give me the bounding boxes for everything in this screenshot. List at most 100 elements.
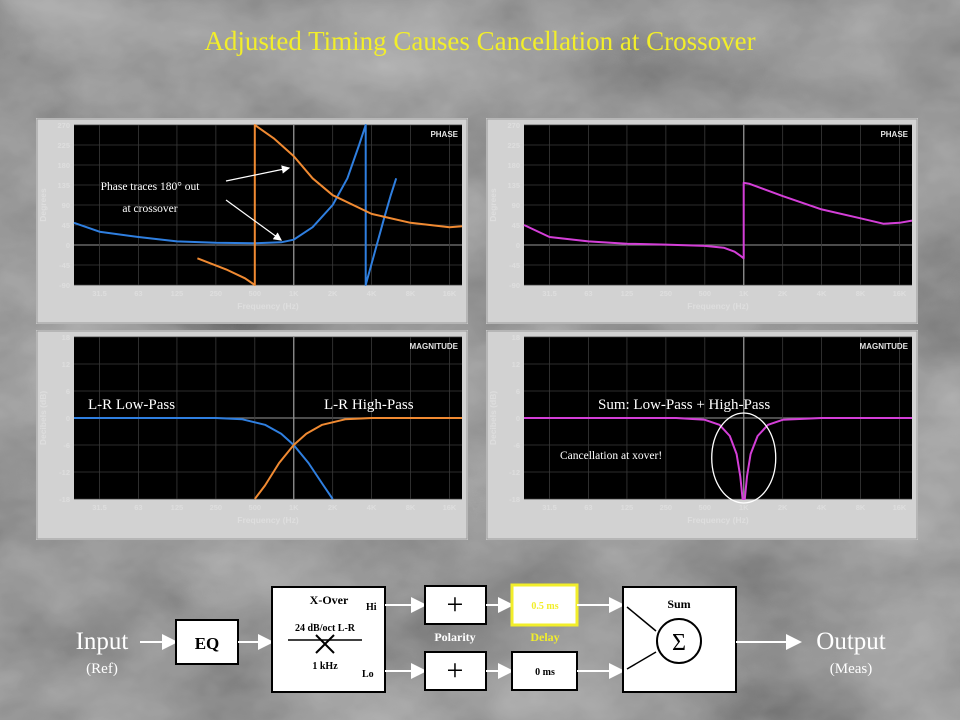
- polarity-lo-block: [424, 651, 487, 691]
- x-tick-label: 63: [134, 289, 142, 298]
- low-pass-label: L-R Low-Pass: [88, 397, 175, 413]
- hi-output-label: Hi: [366, 602, 377, 613]
- slide-title: Adjusted Timing Causes Cancellation at C…: [204, 26, 756, 56]
- annotation-arrow-lower: [225, 199, 282, 241]
- y-tick-label: -45: [59, 261, 70, 270]
- y-tick-label: 90: [62, 201, 70, 210]
- y-tick-label: -6: [513, 441, 520, 450]
- y-axis-label: Decibels (dB): [38, 391, 48, 445]
- series-sum-line: [524, 417, 912, 500]
- x-tick-label: 8K: [856, 289, 866, 298]
- y-tick-label: 0: [516, 414, 520, 423]
- panel-tag: PHASE: [430, 130, 458, 139]
- y-tick-label: -18: [509, 495, 520, 504]
- x-tick-label: 500: [249, 503, 262, 512]
- x-tick-label: 4K: [817, 289, 827, 298]
- x-tick-label: 31.5: [542, 289, 557, 298]
- y-axis-label: Degrees: [488, 188, 498, 222]
- polarity-hi-symbol: +: [447, 588, 464, 621]
- y-tick-label: 90: [512, 201, 520, 210]
- y-axis-label: Decibels (dB): [488, 391, 498, 445]
- x-tick-label: 2K: [328, 503, 338, 512]
- x-tick-label: 2K: [328, 289, 338, 298]
- phase-annotation-line2: at crossover: [122, 203, 177, 215]
- x-tick-label: 250: [660, 503, 673, 512]
- delay-label: Delay: [530, 630, 559, 644]
- x-tick-label: 63: [584, 289, 592, 298]
- x-tick-label: 8K: [406, 289, 416, 298]
- polarity-label: Polarity: [434, 630, 475, 644]
- phase-annotation-line1: Phase traces 180° out: [101, 181, 201, 193]
- x-tick-label: 1K: [739, 503, 749, 512]
- panel-tag: MAGNITUDE: [860, 342, 909, 351]
- sum-label: Sum: Low-Pass + High-Pass: [598, 397, 770, 413]
- x-tick-label: 250: [210, 503, 223, 512]
- crossover-symbol: [288, 634, 362, 654]
- xover-title: X-Over: [310, 593, 349, 607]
- x-axis-label: Frequency (Hz): [237, 515, 299, 525]
- x-tick-label: 500: [249, 289, 262, 298]
- x-axis-label: Frequency (Hz): [687, 301, 749, 311]
- y-tick-label: -90: [59, 281, 70, 290]
- y-tick-label: 135: [57, 181, 70, 190]
- x-tick-label: 31.5: [542, 503, 557, 512]
- input-label: Input: [76, 628, 129, 655]
- x-tick-label: 125: [171, 503, 184, 512]
- y-tick-label: -18: [59, 495, 70, 504]
- y-tick-label: 18: [512, 333, 520, 342]
- delay-lo-value: 0 ms: [535, 667, 555, 678]
- x-tick-label: 16K: [893, 503, 907, 512]
- x-axis-label: Frequency (Hz): [237, 301, 299, 311]
- y-tick-label: -45: [509, 261, 520, 270]
- grid: [524, 124, 912, 286]
- y-tick-label: 18: [62, 333, 70, 342]
- y-tick-label: 12: [62, 360, 70, 369]
- panel-tag: PHASE: [880, 130, 908, 139]
- x-tick-label: 125: [171, 289, 184, 298]
- y-tick-label: 0: [66, 241, 70, 250]
- x-tick-label: 1K: [289, 503, 299, 512]
- input-sub-label: (Ref): [86, 661, 118, 677]
- x-tick-label: 250: [660, 289, 673, 298]
- x-tick-label: 2K: [778, 289, 788, 298]
- x-tick-label: 63: [134, 503, 142, 512]
- magnitude-chart-sum: 18 12 6 0 -6 -12 -18 31.5 63 125 250 500 1K 2K 4K 8K 16K…: [486, 330, 918, 540]
- output-label: Output: [816, 628, 886, 655]
- x-tick-label: 500: [699, 503, 712, 512]
- lo-output-label: Lo: [362, 669, 374, 680]
- x-tick-label: 31.5: [92, 503, 107, 512]
- y-tick-label: -12: [509, 468, 520, 477]
- x-tick-label: 4K: [367, 503, 377, 512]
- x-tick-label: 250: [210, 289, 223, 298]
- y-tick-label: 270: [507, 121, 520, 130]
- signal-flow-diagram: Input (Ref) EQ X-Over 24 dB/oct L-R 1 kH…: [76, 583, 886, 693]
- y-tick-label: 225: [57, 141, 70, 150]
- eq-label: EQ: [195, 634, 220, 653]
- y-axis-label: Degrees: [38, 188, 48, 222]
- y-tick-label: 45: [62, 221, 70, 230]
- y-tick-label: 180: [57, 161, 70, 170]
- x-tick-label: 4K: [367, 289, 377, 298]
- x-tick-label: 8K: [856, 503, 866, 512]
- cancellation-callout: Cancellation at xover!: [560, 450, 662, 462]
- x-tick-label: 31.5: [92, 289, 107, 298]
- y-tick-label: 270: [57, 121, 70, 130]
- y-tick-label: 0: [66, 414, 70, 423]
- y-tick-label: 225: [507, 141, 520, 150]
- polarity-hi-block: [424, 585, 487, 625]
- x-tick-label: 2K: [778, 503, 788, 512]
- panel-tag: MAGNITUDE: [410, 342, 459, 351]
- series-low-line: [73, 124, 398, 286]
- delay-hi-value: 0.5 ms: [531, 601, 558, 612]
- x-tick-label: 63: [584, 503, 592, 512]
- x-tick-label: 16K: [893, 289, 907, 298]
- x-axis-label: Frequency (Hz): [687, 515, 749, 525]
- phase-chart-sum: 270 225 180 135 90 45 0 -45 -90 31.5 63 125 250 500 1K…: [486, 118, 918, 324]
- x-tick-label: 4K: [817, 503, 827, 512]
- delay-lo-block: [511, 651, 578, 691]
- x-tick-label: 16K: [443, 289, 457, 298]
- magnitude-chart-lr: 18 12 6 0 -6 -12 -18 31.5 63 125 250 500 1K 2K 4K 8K 16K…: [36, 330, 468, 546]
- high-pass-label: L-R High-Pass: [324, 397, 414, 413]
- cancellation-circle: [711, 412, 777, 504]
- y-tick-label: 12: [512, 360, 520, 369]
